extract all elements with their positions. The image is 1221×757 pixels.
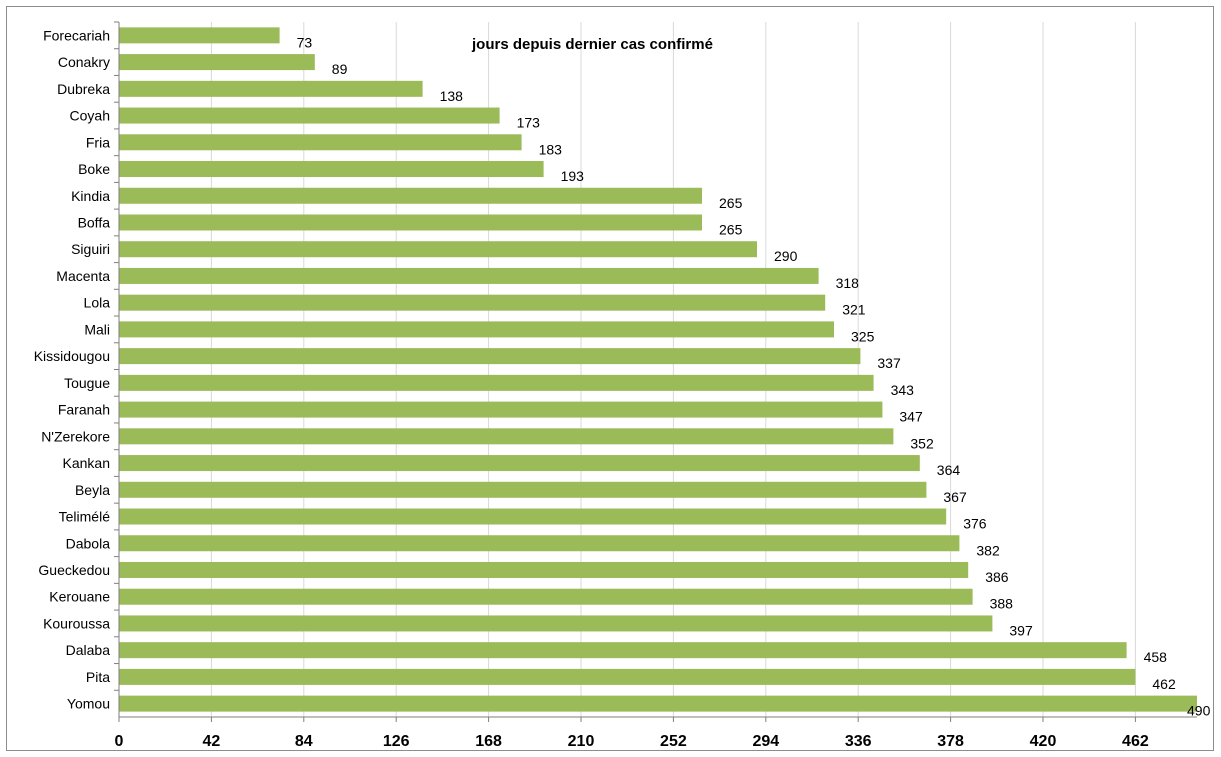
category-label: Dalaba (66, 642, 111, 658)
bar-boffa (119, 214, 702, 231)
x-tick-label: 126 (383, 733, 410, 750)
x-tick-label: 42 (203, 733, 221, 750)
value-label: 343 (891, 382, 915, 398)
value-label: 347 (899, 409, 923, 425)
bar-kerouane (119, 588, 973, 605)
bar-dubreka (119, 80, 423, 97)
value-label: 352 (910, 435, 934, 451)
value-label: 367 (943, 489, 967, 505)
x-tick-label: 0 (115, 733, 124, 750)
value-label: 73 (297, 34, 313, 50)
value-label: 321 (842, 302, 866, 318)
value-label: 138 (440, 88, 464, 104)
category-label: Mali (84, 321, 110, 337)
category-label: Kindia (71, 188, 110, 204)
bar-layer (119, 27, 1197, 712)
axis-layer (114, 21, 1197, 722)
category-label: Boffa (78, 214, 111, 230)
bar-macenta (119, 267, 819, 284)
bar-siguiri (119, 241, 757, 258)
value-label: 376 (963, 516, 987, 532)
category-label: Telimélé (59, 509, 111, 525)
bar-dabola (119, 535, 960, 552)
value-label: 397 (1009, 622, 1033, 638)
bar-conakry (119, 54, 315, 71)
value-label: 386 (985, 569, 1009, 585)
value-label: 89 (332, 61, 348, 77)
category-label: Coyah (70, 108, 110, 124)
category-label: Forecariah (43, 27, 110, 43)
value-label: 193 (561, 168, 585, 184)
category-label: Siguiri (71, 241, 110, 257)
value-label: 325 (851, 328, 875, 344)
chart-title: jours depuis dernier cas confirmé (471, 36, 713, 53)
value-label: 388 (990, 596, 1014, 612)
value-label: 462 (1152, 676, 1176, 692)
bar-telim-l- (119, 508, 947, 525)
category-label: Kankan (63, 455, 110, 471)
bar-faranah (119, 401, 883, 418)
bar-forecariah (119, 27, 280, 44)
x-tick-label: 210 (568, 733, 595, 750)
grid-layer (210, 22, 1136, 717)
value-label: 290 (774, 248, 798, 264)
x-tick-label: 168 (475, 733, 502, 750)
value-label: 318 (836, 275, 860, 291)
bar-kouroussa (119, 615, 993, 632)
value-label: 458 (1144, 649, 1168, 665)
value-label: 364 (937, 462, 961, 478)
category-label: Dabola (66, 535, 111, 551)
bar-beyla (119, 481, 927, 498)
category-label: Dubreka (57, 81, 110, 97)
category-label: Kerouane (49, 589, 110, 605)
x-tick-label: 294 (752, 733, 779, 750)
x-tick-label: 462 (1122, 733, 1149, 750)
category-label: Tougue (64, 375, 110, 391)
value-label: 490 (1187, 703, 1211, 719)
bar-n-zerekore (119, 428, 894, 445)
category-label: Beyla (75, 482, 110, 498)
bar-kissidougou (119, 348, 861, 365)
category-label: Kissidougou (34, 348, 110, 364)
bar-fria (119, 134, 522, 151)
category-label: Macenta (56, 268, 110, 284)
x-tick-label: 84 (295, 733, 313, 750)
bar-kankan (119, 455, 920, 472)
x-tick-label: 420 (1030, 733, 1057, 750)
bar-mali (119, 321, 834, 338)
x-tick-label: 252 (660, 733, 687, 750)
category-label: Pita (86, 669, 110, 685)
bar-gueckedou (119, 561, 969, 578)
category-label: N'Zerekore (41, 428, 110, 444)
value-label: 173 (517, 115, 541, 131)
category-label: Fria (86, 134, 110, 150)
value-label: 265 (719, 221, 743, 237)
value-label: 337 (877, 355, 901, 371)
bar-dalaba (119, 642, 1127, 659)
bar-kindia (119, 187, 702, 204)
bar-lola (119, 294, 826, 311)
x-tick-label: 336 (845, 733, 872, 750)
bar-tougue (119, 374, 874, 391)
bar-chart: 73 Forecariah 89 Conakry 138 Dubreka 173 Coyah 1… (34, 21, 1211, 750)
bar-pita (119, 668, 1136, 685)
x-tick-label: 378 (937, 733, 964, 750)
value-label: 382 (976, 542, 1000, 558)
category-label: Boke (78, 161, 110, 177)
bar-boke (119, 161, 544, 178)
category-label: Conakry (58, 54, 110, 70)
category-label: Gueckedou (38, 562, 110, 578)
bar-coyah (119, 107, 500, 124)
category-label: Yomou (67, 696, 110, 712)
category-label: Kouroussa (43, 615, 110, 631)
bar-yomou (119, 695, 1197, 712)
chart-frame: 73 Forecariah 89 Conakry 138 Dubreka 173 Coyah 1… (6, 6, 1214, 751)
category-label: Lola (84, 295, 111, 311)
label-layer: 73 Forecariah 89 Conakry 138 Dubreka 173 Coyah 1… (34, 27, 1211, 750)
category-label: Faranah (58, 402, 110, 418)
value-label: 265 (719, 195, 743, 211)
value-label: 183 (539, 141, 563, 157)
